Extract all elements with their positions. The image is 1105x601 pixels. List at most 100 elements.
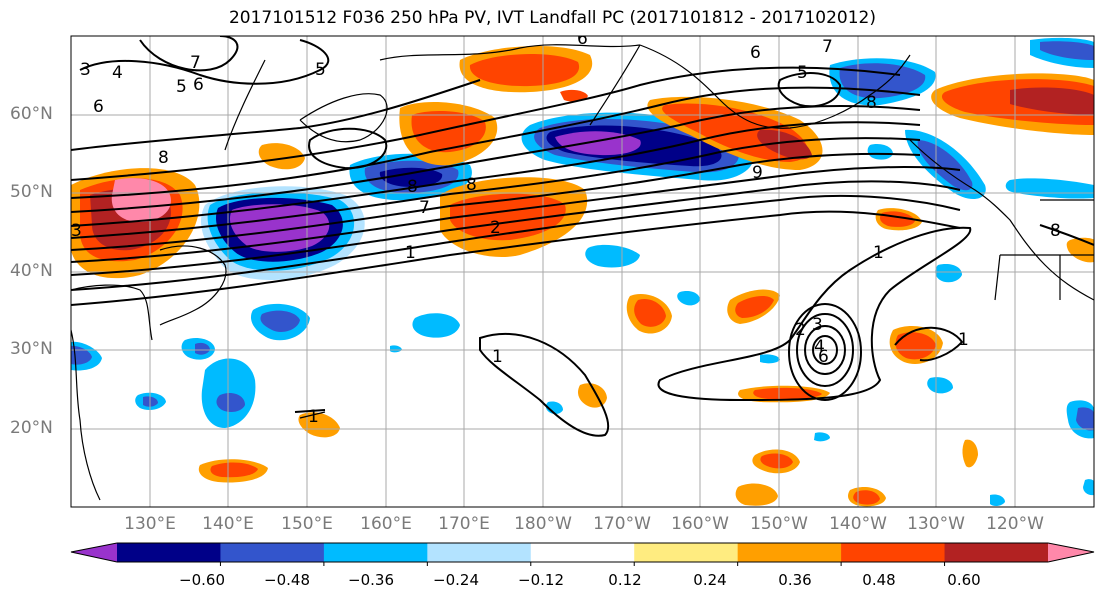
contour-line	[812, 335, 838, 365]
contour-line	[894, 326, 964, 362]
okhotsk-coast	[299, 93, 388, 143]
colorbar-tick-label: −0.12	[518, 571, 564, 589]
contour-line	[71, 79, 481, 151]
contour-label: 1	[492, 347, 503, 367]
contour-label: 5	[797, 63, 808, 83]
contour-line	[79, 39, 330, 85]
contour-line	[71, 66, 901, 181]
contour-line	[777, 72, 842, 108]
contour-label: 8	[466, 175, 477, 195]
lat-label: 20°N	[10, 418, 53, 438]
contour-label: 1	[958, 330, 969, 350]
colorbar-tick-label: 0.60	[947, 571, 981, 589]
colorbar-segment	[944, 543, 1049, 562]
contour-label: 2	[795, 320, 806, 340]
contour-line	[71, 180, 961, 276]
map-title: 2017101512 F036 250 hPa PV, IVT Landfall…	[228, 8, 876, 28]
colorbar-tick-label: −0.48	[264, 571, 310, 589]
lon-label: 170°W	[593, 514, 651, 534]
contour-line	[479, 333, 610, 437]
contour-label: 8	[1050, 221, 1061, 241]
alaska-coast	[639, 44, 911, 129]
contour-label: 1	[308, 407, 319, 427]
contour-line	[71, 121, 921, 227]
lon-label: 150°E	[281, 514, 333, 534]
korea-coast	[71, 284, 153, 341]
contour-label: 6	[193, 75, 204, 95]
contour-label: 3	[80, 60, 91, 80]
lon-label: 150°W	[750, 514, 808, 534]
contour-line	[1039, 224, 1094, 246]
contour-line	[657, 226, 972, 402]
lon-label: 120°W	[986, 514, 1044, 534]
contour-label: 9	[752, 163, 763, 183]
contour-label: 5	[176, 77, 187, 97]
colorbar-extend-high	[1048, 543, 1094, 562]
contour-label: 3	[812, 315, 823, 335]
contour-label: 2	[490, 218, 501, 238]
lon-label: 130°E	[124, 514, 176, 534]
colorbar-extend-low	[71, 543, 117, 562]
colorbar-tick-label: −0.36	[348, 571, 394, 589]
contour-line	[71, 105, 921, 213]
contour-label: 1	[405, 243, 416, 263]
contour-label: 1	[873, 243, 884, 263]
contour-line	[294, 409, 326, 413]
lat-label: 30°N	[10, 339, 53, 359]
contour-label: 8	[407, 177, 418, 197]
pv-contours	[71, 36, 1094, 437]
contour-label: 7	[419, 198, 430, 218]
contour-line	[71, 210, 961, 306]
coastlines	[71, 44, 1094, 501]
contour-line	[71, 137, 921, 239]
colorbar-segment	[737, 543, 842, 562]
colorbar-segment	[323, 543, 428, 562]
contour-label: 5	[315, 60, 326, 80]
plot-frame	[70, 35, 1095, 508]
colorbar-segment	[530, 543, 635, 562]
colorbar-segment	[427, 543, 532, 562]
contour-label: 6	[577, 29, 588, 49]
contour-labels: 6 7 6 5 8 3 4 5 6 6 8 7 3 5 8 7 1 2 8 9 …	[71, 29, 1061, 427]
contour-label: 6	[93, 97, 104, 117]
lon-label: 170°E	[438, 514, 490, 534]
contour-line	[139, 36, 239, 72]
islands-1	[299, 411, 326, 419]
contour-label: 6	[818, 347, 829, 367]
sakhalin-coast	[224, 59, 266, 151]
colorbar-segment	[220, 543, 325, 562]
contour-label: 4	[814, 337, 825, 357]
colorbar-tick-label: 0.12	[608, 571, 642, 589]
lon-label: 140°W	[829, 514, 887, 534]
colorbar-segment	[841, 543, 946, 562]
contour-line	[796, 313, 854, 387]
lon-label: 160°E	[360, 514, 412, 534]
china-coast	[71, 329, 101, 501]
contour-label: 3	[71, 221, 82, 241]
border-4	[994, 254, 1001, 301]
colorbar-segment	[634, 543, 739, 562]
contour-label: 8	[158, 148, 169, 168]
contour-label: 7	[822, 37, 833, 57]
contour-label: 7	[190, 53, 201, 73]
siberia-coast	[379, 44, 641, 61]
contour-line	[71, 152, 921, 251]
contour-line	[71, 166, 961, 263]
lat-label: 40°N	[10, 261, 53, 281]
contour-label: 4	[112, 63, 123, 83]
lon-label: 160°W	[671, 514, 729, 534]
colorbar-tick-label: 0.36	[778, 571, 812, 589]
colorbar-tick-label: −0.24	[433, 571, 479, 589]
contour-line	[804, 325, 846, 375]
lat-label: 60°N	[10, 104, 53, 124]
colorbar-tick-label: 0.24	[693, 571, 727, 589]
colorbar-segment	[117, 543, 221, 562]
contour-line	[308, 127, 388, 170]
contour-line	[788, 303, 862, 401]
lon-label: 180°W	[514, 514, 572, 534]
lon-label: 130°W	[907, 514, 965, 534]
contour-label: 6	[750, 43, 761, 63]
colorbar-tick-label: 0.48	[862, 571, 896, 589]
